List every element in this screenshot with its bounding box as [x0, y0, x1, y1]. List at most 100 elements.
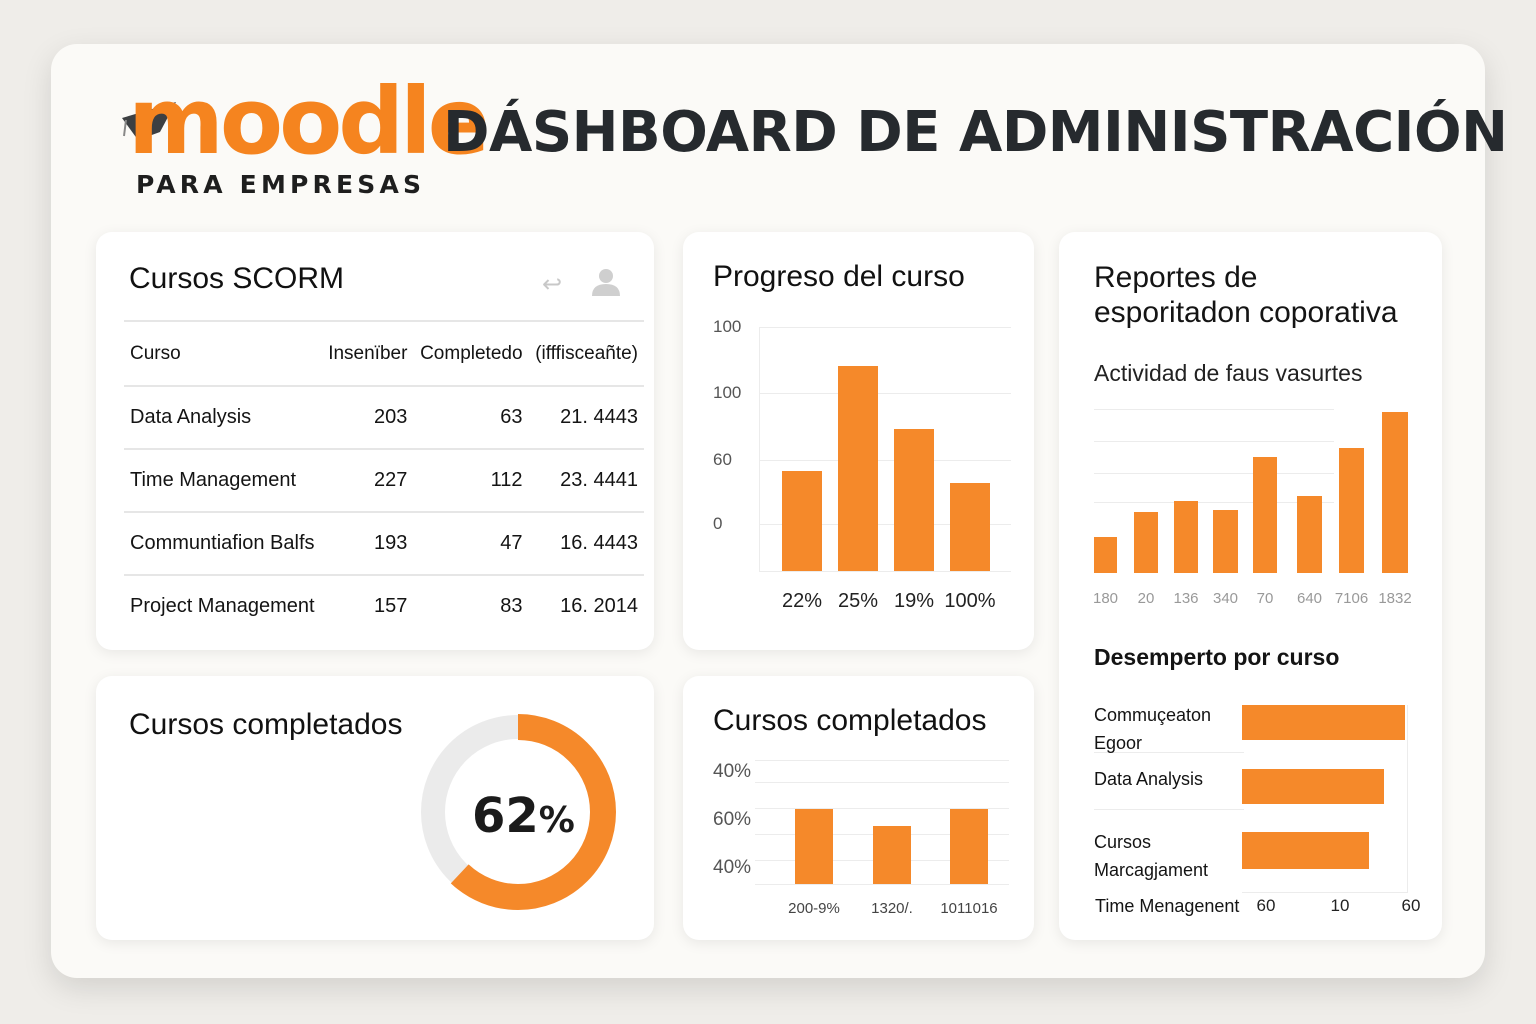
table-row[interactable]: Communtiafion Balfs 193 47 16. 4443 [124, 511, 644, 575]
bar [894, 429, 934, 571]
card-title: Progreso del curso [713, 260, 965, 293]
bar [782, 470, 822, 571]
bar [1339, 448, 1364, 573]
gridline [1094, 473, 1334, 474]
x-axis [759, 571, 1011, 572]
gridline [1094, 502, 1334, 503]
x-tick-label: 1832 [1378, 590, 1412, 607]
gridline [1094, 409, 1334, 410]
user-icon[interactable] [590, 268, 622, 296]
y-tick-label: 40% [713, 857, 752, 878]
bar-label: Cursos Marcagjament [1094, 832, 1209, 880]
page-title: DÁSHBOARD DE ADMINISTRACIÓN [443, 100, 1508, 165]
x-tick-label: 180 [1092, 590, 1119, 607]
gridline [755, 782, 1009, 783]
gridline [1094, 441, 1334, 442]
y-tick-label: 100 [713, 317, 742, 336]
table-cell: 203 [321, 385, 414, 449]
x-tick-label: 1011016 [940, 900, 998, 917]
gridline [755, 760, 1009, 761]
logo: moodle [128, 68, 490, 175]
gridline [759, 327, 1011, 328]
x-axis-grid [1242, 892, 1408, 893]
x-tick-label: 20 [1137, 590, 1155, 607]
gridline [755, 808, 1009, 809]
x-tick-label: 100% [944, 590, 996, 612]
vgrid [1407, 705, 1408, 893]
y-tick-label: 60% [713, 809, 752, 830]
mortarboard-icon [122, 102, 176, 140]
bar [838, 366, 878, 571]
table-row[interactable]: Time Management 227 112 23. 4441 [124, 448, 644, 512]
y-axis [759, 327, 760, 572]
x-tick-label: 10 [1330, 896, 1350, 915]
performance-title: Desemperto por curso [1094, 644, 1340, 670]
table-cell: 112 [413, 448, 529, 512]
bar [873, 826, 911, 884]
column-header: Completedo [413, 320, 529, 386]
completion-donut [420, 714, 616, 910]
table-cell: 16. 2014 [528, 574, 644, 637]
y-tick-label: 100 [713, 383, 742, 402]
column-header: Curso [124, 320, 322, 386]
extra-label: Time Menagenent [1095, 896, 1240, 916]
gridline [759, 524, 1011, 525]
card-title: Cursos completados [713, 704, 987, 737]
table-row[interactable]: Data Analysis 203 63 21. 4443 [124, 385, 644, 449]
scorm-card: Cursos SCORM ↩ Curso Insenïber Completed… [96, 232, 654, 650]
bar [1242, 832, 1369, 869]
percent-unit: % [538, 800, 575, 841]
activity-subtitle: Actividad de faus vasurtes [1094, 360, 1363, 386]
card-title: Cursos completados [129, 708, 403, 741]
bar [795, 809, 833, 884]
x-tick-label: 340 [1212, 590, 1239, 607]
card-title: Reportes de esporitadon coporativa [1094, 260, 1398, 330]
gridline [759, 393, 1011, 394]
bar-label: Data Analysis [1094, 769, 1204, 789]
bar [1134, 512, 1158, 573]
table-cell: 47 [413, 511, 529, 575]
back-arrow-icon[interactable]: ↩ [542, 271, 563, 298]
column-header: Insenïber [321, 320, 414, 386]
table-cell: 63 [413, 385, 529, 449]
table-row[interactable]: Project Management 157 83 16. 2014 [124, 574, 644, 637]
course-name: Project Management [124, 574, 322, 637]
x-tick-label: 70 [1256, 590, 1274, 607]
x-tick-label: 136 [1173, 590, 1199, 607]
table-cell: 23. 4441 [528, 448, 644, 512]
x-tick-label: 22% [781, 590, 823, 612]
bar-label: Commuçeaton Egoor [1094, 705, 1212, 753]
table-cell: 21. 4443 [528, 385, 644, 449]
x-tick-label: 25% [837, 590, 879, 612]
card-title: Cursos SCORM [129, 262, 345, 295]
title-line: esporitadon coporativa [1094, 296, 1398, 329]
completion-percent: 62 [472, 788, 539, 844]
table-cell: 193 [321, 511, 414, 575]
bar [1213, 510, 1238, 573]
x-tick-label: 1320/. [871, 900, 913, 917]
x-tick-label: 60 [1401, 896, 1421, 915]
gridline [1094, 809, 1244, 810]
bar [1094, 537, 1117, 573]
bar [950, 809, 988, 884]
bar [1242, 769, 1384, 804]
x-tick-label: 7106 [1334, 590, 1369, 607]
bar [950, 483, 990, 571]
bar [1297, 496, 1322, 573]
logo-subtitle: PARA EMPRESAS [136, 170, 426, 199]
table-cell: 83 [413, 574, 529, 637]
gridline [759, 460, 1011, 461]
table-cell: 227 [321, 448, 414, 512]
bar [1253, 457, 1277, 573]
reports-card: Reportes de esporitadon coporativa Activi… [1059, 232, 1442, 940]
title-line: Reportes de [1094, 261, 1258, 294]
scorm-table: Curso Insenïber Completedo (ifffisceañte… [124, 320, 644, 637]
x-tick-label: 200-9% [788, 900, 840, 917]
gridline [1094, 752, 1244, 753]
course-name: Time Management [124, 448, 322, 512]
table-cell: 157 [321, 574, 414, 637]
x-tick-label: 19% [893, 590, 935, 612]
bar [1242, 705, 1405, 740]
bar [1382, 412, 1408, 573]
y-tick-label: 0 [713, 514, 723, 533]
